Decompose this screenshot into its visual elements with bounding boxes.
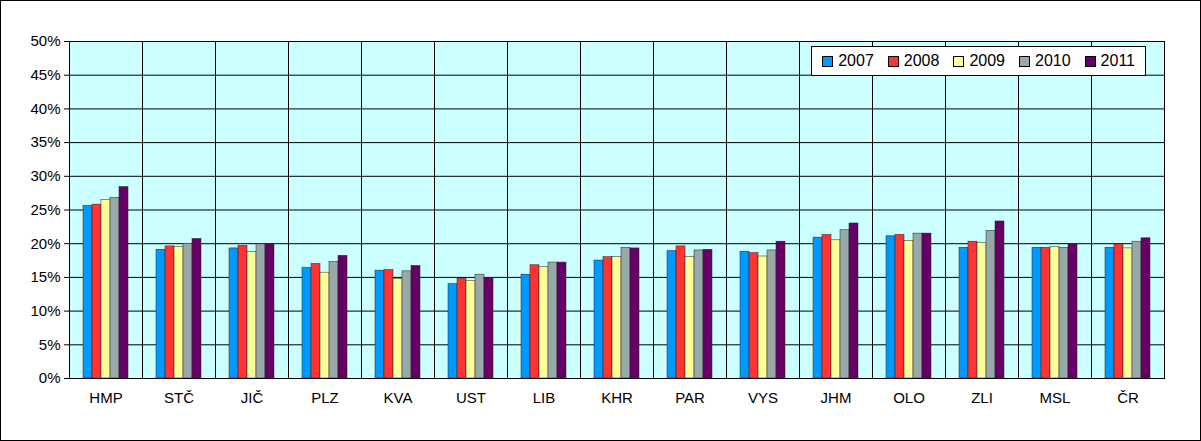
svg-text:45%: 45% (30, 66, 60, 83)
svg-text:LIB: LIB (533, 389, 556, 406)
svg-text:JHM: JHM (821, 389, 852, 406)
svg-text:ZLI: ZLI (971, 389, 993, 406)
svg-text:0%: 0% (39, 369, 61, 386)
svg-text:5%: 5% (39, 336, 61, 353)
html-text:2011: 2011 (1100, 52, 1135, 69)
svg-text:JIČ: JIČ (241, 389, 264, 406)
svg-text:ČR: ČR (1117, 389, 1139, 406)
svg-text:OLO: OLO (893, 389, 925, 406)
svg-text:20%: 20% (30, 235, 60, 252)
svg-text:MSL: MSL (1040, 389, 1071, 406)
svg-text:UST: UST (456, 389, 486, 406)
svg-text:PAR: PAR (675, 389, 705, 406)
svg-text:15%: 15% (30, 268, 60, 285)
svg-text:40%: 40% (30, 100, 60, 117)
svg-text:35%: 35% (30, 133, 60, 150)
svg-text:HMP: HMP (89, 389, 122, 406)
html-text:2007: 2007 (838, 52, 874, 69)
svg-text:50%: 50% (30, 32, 60, 49)
svg-text:KVA: KVA (384, 389, 413, 406)
svg-text:30%: 30% (30, 167, 60, 184)
svg-text:10%: 10% (30, 302, 60, 319)
svg-text:KHR: KHR (601, 389, 633, 406)
svg-text:PLZ: PLZ (311, 389, 339, 406)
svg-text:VYS: VYS (748, 389, 778, 406)
html-text:2008: 2008 (903, 52, 940, 69)
html-text:2009: 2009 (969, 52, 1005, 69)
svg-text:25%: 25% (30, 201, 60, 218)
html-text:2010: 2010 (1035, 52, 1071, 69)
svg-text:STČ: STČ (164, 389, 194, 406)
